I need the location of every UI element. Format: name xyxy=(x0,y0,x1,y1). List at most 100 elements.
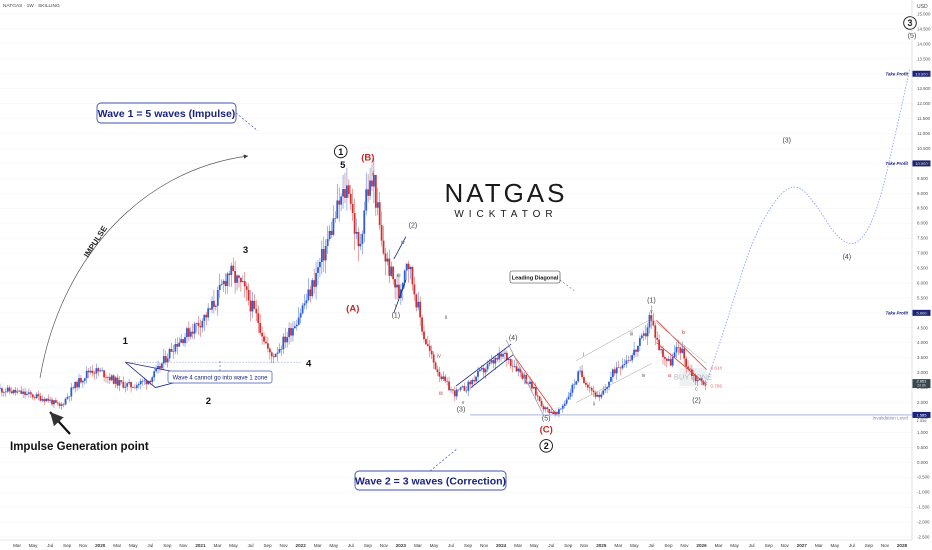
candle-body xyxy=(585,382,587,385)
candle-body xyxy=(247,289,250,301)
candle-body xyxy=(299,313,302,318)
candle-body xyxy=(386,258,389,262)
candle-body xyxy=(702,381,705,385)
y-tick-label: 6.500 xyxy=(917,266,929,271)
candle-body xyxy=(569,392,572,397)
candle-body xyxy=(78,378,80,388)
candle-body xyxy=(216,290,219,306)
candle-body xyxy=(193,323,196,334)
leading-diagonal-line xyxy=(576,318,652,361)
candle-body xyxy=(355,231,358,234)
candle-body xyxy=(365,189,368,211)
candle-body xyxy=(687,366,689,369)
candle-body xyxy=(157,365,159,370)
candle-body xyxy=(590,387,593,391)
y-tick-label: 4.500 xyxy=(917,325,929,330)
candle-body xyxy=(6,387,9,392)
candle-body xyxy=(519,368,522,373)
candle-body xyxy=(679,347,682,353)
candle-body xyxy=(114,377,117,384)
x-tick-label: 2028 xyxy=(897,543,908,548)
candle-body xyxy=(615,367,618,374)
candle-body xyxy=(384,253,387,262)
candle-body xyxy=(594,392,597,397)
wave-label: (3) xyxy=(782,137,791,144)
wave-label: 3 xyxy=(243,245,248,256)
candle-body xyxy=(388,258,391,276)
subwave-label: v xyxy=(462,400,465,406)
wave4-callout-text: Wave 4 cannot go into wave 1 zone xyxy=(173,376,269,382)
candle-body xyxy=(187,328,190,337)
candle-body xyxy=(363,210,366,234)
candle-body xyxy=(492,360,495,364)
candle-body xyxy=(243,281,246,287)
candle-body xyxy=(660,349,662,351)
candle-body xyxy=(534,387,537,396)
candle-body xyxy=(442,376,445,380)
candle-body xyxy=(415,294,418,308)
y-tick-label: 9.000 xyxy=(917,191,929,196)
candle-body xyxy=(608,381,610,388)
take-profit-value: 13.000 xyxy=(915,71,928,76)
take-profit-badge xyxy=(912,309,931,316)
buy-zone: BUY ZONE 0.618 0.786 xyxy=(674,365,723,388)
candle-body xyxy=(31,394,34,398)
candle-body xyxy=(45,398,48,402)
subwave-label: ii xyxy=(445,315,447,321)
candle-body xyxy=(149,380,152,383)
candle-body xyxy=(53,400,55,405)
candle-body xyxy=(303,303,306,306)
candle-body xyxy=(669,359,672,366)
candle-body xyxy=(330,230,333,235)
candle-body xyxy=(199,325,202,328)
x-tick-label: May xyxy=(730,543,739,548)
x-tick-label: Sep xyxy=(765,543,774,548)
y-tick-label: -2.000 xyxy=(917,520,930,525)
x-tick-label: Mar xyxy=(314,543,322,548)
candle-body xyxy=(498,353,501,360)
wave2-callout: Wave 2 = 3 waves (Correction) xyxy=(354,447,507,491)
candle-body xyxy=(403,270,406,283)
candle-body xyxy=(236,275,238,283)
candle-body xyxy=(122,381,125,388)
candle-body xyxy=(322,249,325,261)
candle-body xyxy=(455,389,458,397)
buy-zone-label: BUY ZONE xyxy=(674,372,712,381)
candle-body xyxy=(536,395,539,397)
candle-body xyxy=(209,308,211,310)
candle-body xyxy=(0,388,1,390)
candle-body xyxy=(1,388,3,393)
y-tick-label: 12.500 xyxy=(917,86,931,91)
candle-body xyxy=(295,324,298,327)
candle-body xyxy=(89,370,92,373)
candle-body xyxy=(103,370,105,378)
candle-body xyxy=(417,301,420,308)
candle-body xyxy=(160,363,163,369)
candle-body xyxy=(648,315,651,328)
symbol-label: NATGAS · 1W · SKILLING xyxy=(3,3,60,9)
candle-body xyxy=(33,397,36,399)
candle-body xyxy=(409,267,412,270)
candle-body xyxy=(664,356,666,359)
candle-body xyxy=(444,376,447,382)
subwave-label: iv xyxy=(642,373,646,379)
candle-body xyxy=(411,267,414,285)
y-axis[interactable]: -2.500 -2.000 -1.500 -1.000 -0.500 0.000 0.500… xyxy=(912,11,931,540)
candle-body xyxy=(378,202,381,226)
y-tick-label: 3.000 xyxy=(917,370,929,375)
candle-body xyxy=(413,284,416,295)
candle-body xyxy=(405,263,408,271)
x-axis[interactable]: Mar May Jul Sep Nov 2020 Mar May Jul Sep Nov 2021 Ma… xyxy=(13,543,907,548)
candle-body xyxy=(627,360,630,362)
candle-body xyxy=(380,225,383,241)
candle-body xyxy=(500,353,502,357)
x-tick-label: Jul xyxy=(849,543,855,548)
subwave-label: a xyxy=(668,373,671,379)
candle-body xyxy=(351,203,354,214)
wave-labels: 1 2 3 4 5 (B) (A) (2) (1) (3) (4) (5) (C) (1) (2) (3) (4… xyxy=(123,16,917,453)
candle-body xyxy=(107,377,109,378)
correction-channel xyxy=(505,339,544,415)
candle-body xyxy=(311,280,314,297)
candle-body xyxy=(238,275,240,278)
candle-body xyxy=(297,317,300,325)
